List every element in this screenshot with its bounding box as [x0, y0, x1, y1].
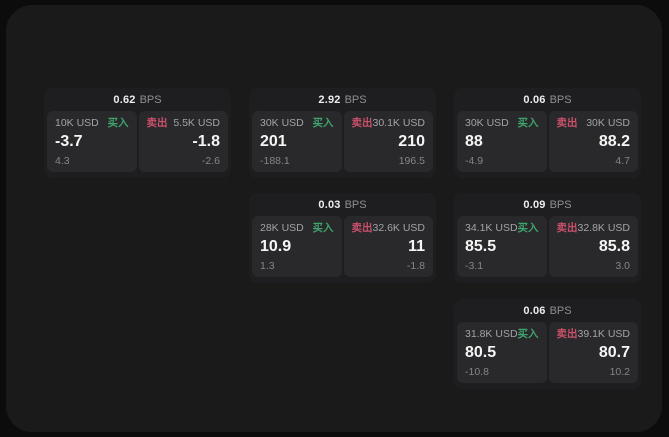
- buy-amount: 30K USD: [465, 117, 509, 129]
- buy-action-label: 买入: [517, 222, 539, 234]
- sell-action-label: 卖出: [351, 222, 373, 234]
- buy-change: -4.9: [465, 154, 484, 167]
- sell-tile[interactable]: 卖出 32.8K USD 85.8 3.0: [548, 216, 638, 277]
- buy-price: 80.5: [465, 344, 497, 361]
- app-window: 0.62 BPS 10K USD 买入 -3.7 4.3 卖出 5.5K USD…: [6, 5, 662, 432]
- buy-action-label: 买入: [517, 328, 539, 340]
- buy-tile[interactable]: 10K USD 买入 -3.7 4.3: [47, 111, 137, 172]
- sell-amount: 5.5K USD: [173, 117, 220, 129]
- sell-price: 85.8: [598, 238, 630, 255]
- buy-price: 88: [465, 133, 483, 150]
- buy-price: 85.5: [465, 238, 497, 255]
- sell-price: 210: [398, 133, 425, 150]
- bps-value: 0.03: [318, 198, 341, 211]
- quote-body: 31.8K USD 买入 80.5 -10.8 卖出 39.1K USD 80.…: [454, 322, 641, 386]
- buy-tile[interactable]: 30K USD 买入 88 -4.9: [457, 111, 547, 172]
- sell-price: -1.8: [192, 133, 220, 150]
- quote-card: 0.03 BPS 28K USD 买入 10.9 1.3 卖出 32.6K US…: [249, 193, 436, 283]
- sell-change: -2.6: [201, 154, 220, 167]
- bps-header: 0.06 BPS: [454, 299, 641, 322]
- sell-price: 80.7: [598, 344, 630, 361]
- buy-change: 1.3: [260, 259, 275, 272]
- bps-unit: BPS: [549, 93, 572, 106]
- sell-action-label: 卖出: [146, 117, 168, 129]
- bps-value: 2.92: [318, 93, 341, 106]
- sell-price: 11: [408, 238, 425, 255]
- buy-price: 201: [260, 133, 287, 150]
- sell-tile[interactable]: 卖出 30K USD 88.2 4.7: [548, 111, 638, 172]
- quote-body: 10K USD 买入 -3.7 4.3 卖出 5.5K USD -1.8 -2.…: [44, 111, 231, 175]
- buy-tile[interactable]: 34.1K USD 买入 85.5 -3.1: [457, 216, 547, 277]
- quote-card: 2.92 BPS 30K USD 买入 201 -188.1 卖出 30.1K …: [249, 88, 436, 178]
- buy-price: -3.7: [55, 133, 83, 150]
- buy-action-label: 买入: [107, 117, 129, 129]
- sell-amount: 39.1K USD: [577, 328, 631, 340]
- buy-amount: 10K USD: [55, 117, 99, 129]
- bps-value: 0.06: [523, 304, 546, 317]
- bps-header: 0.09 BPS: [454, 193, 641, 216]
- bps-unit: BPS: [344, 198, 367, 211]
- bps-header: 0.62 BPS: [44, 88, 231, 111]
- buy-change: -188.1: [260, 154, 290, 167]
- sell-change: 4.7: [615, 154, 630, 167]
- buy-action-label: 买入: [517, 117, 539, 129]
- quote-card: 0.62 BPS 10K USD 买入 -3.7 4.3 卖出 5.5K USD…: [44, 88, 231, 178]
- sell-action-label: 卖出: [351, 117, 373, 129]
- buy-amount: 30K USD: [260, 117, 304, 129]
- sell-change: 10.2: [609, 365, 630, 378]
- sell-amount: 30.1K USD: [372, 117, 426, 129]
- sell-tile[interactable]: 卖出 5.5K USD -1.8 -2.6: [138, 111, 228, 172]
- buy-action-label: 买入: [312, 222, 334, 234]
- quote-card: 0.06 BPS 30K USD 买入 88 -4.9 卖出 30K USD 8…: [454, 88, 641, 178]
- bps-value: 0.09: [523, 198, 546, 211]
- buy-action-label: 买入: [312, 117, 334, 129]
- buy-amount: 31.8K USD: [465, 328, 518, 340]
- bps-header: 0.03 BPS: [249, 193, 436, 216]
- sell-amount: 32.8K USD: [577, 222, 631, 234]
- buy-change: 4.3: [55, 154, 70, 167]
- quote-body: 30K USD 买入 201 -188.1 卖出 30.1K USD 210 1…: [249, 111, 436, 175]
- buy-tile[interactable]: 28K USD 买入 10.9 1.3: [252, 216, 342, 277]
- quote-card: 0.09 BPS 34.1K USD 买入 85.5 -3.1 卖出 32.8K…: [454, 193, 641, 283]
- buy-price: 10.9: [260, 238, 292, 255]
- bps-header: 0.06 BPS: [454, 88, 641, 111]
- sell-amount: 32.6K USD: [372, 222, 426, 234]
- quote-body: 30K USD 买入 88 -4.9 卖出 30K USD 88.2 4.7: [454, 111, 641, 175]
- sell-tile[interactable]: 卖出 39.1K USD 80.7 10.2: [548, 322, 638, 383]
- buy-tile[interactable]: 31.8K USD 买入 80.5 -10.8: [457, 322, 547, 383]
- quote-body: 28K USD 买入 10.9 1.3 卖出 32.6K USD 11 -1.8: [249, 216, 436, 280]
- sell-change: -1.8: [406, 259, 425, 272]
- sell-tile[interactable]: 卖出 30.1K USD 210 196.5: [343, 111, 433, 172]
- bps-value: 0.62: [113, 93, 136, 106]
- buy-amount: 34.1K USD: [465, 222, 518, 234]
- bps-header: 2.92 BPS: [249, 88, 436, 111]
- buy-tile[interactable]: 30K USD 买入 201 -188.1: [252, 111, 342, 172]
- sell-action-label: 卖出: [556, 222, 578, 234]
- buy-change: -10.8: [465, 365, 489, 378]
- bps-value: 0.06: [523, 93, 546, 106]
- sell-amount: 30K USD: [586, 117, 630, 129]
- bps-unit: BPS: [344, 93, 367, 106]
- bps-unit: BPS: [549, 304, 572, 317]
- bps-unit: BPS: [139, 93, 162, 106]
- sell-price: 88.2: [598, 133, 630, 150]
- buy-amount: 28K USD: [260, 222, 304, 234]
- buy-change: -3.1: [465, 259, 484, 272]
- quote-card: 0.06 BPS 31.8K USD 买入 80.5 -10.8 卖出 39.1…: [454, 299, 641, 389]
- sell-tile[interactable]: 卖出 32.6K USD 11 -1.8: [343, 216, 433, 277]
- sell-action-label: 卖出: [556, 117, 578, 129]
- sell-action-label: 卖出: [556, 328, 578, 340]
- sell-change: 196.5: [398, 154, 425, 167]
- quote-body: 34.1K USD 买入 85.5 -3.1 卖出 32.8K USD 85.8…: [454, 216, 641, 280]
- bps-unit: BPS: [549, 198, 572, 211]
- sell-change: 3.0: [615, 259, 630, 272]
